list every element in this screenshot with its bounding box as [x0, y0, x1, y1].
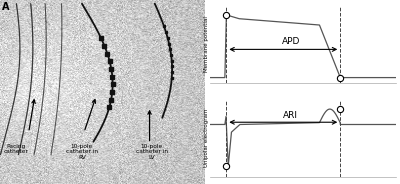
Text: A: A: [2, 2, 10, 12]
Text: ARI: ARI: [283, 111, 298, 120]
Y-axis label: Unipolar electrogram: Unipolar electrogram: [204, 109, 209, 167]
Y-axis label: Membrane potential: Membrane potential: [204, 16, 209, 72]
Text: 10-pole
catheter in
RV: 10-pole catheter in RV: [66, 144, 98, 160]
Text: Pacing
catheter: Pacing catheter: [4, 144, 29, 154]
Text: 10-pole
catheter in
LV: 10-pole catheter in LV: [136, 144, 168, 160]
Text: APD: APD: [282, 37, 300, 46]
Text: B: B: [192, 0, 199, 2]
